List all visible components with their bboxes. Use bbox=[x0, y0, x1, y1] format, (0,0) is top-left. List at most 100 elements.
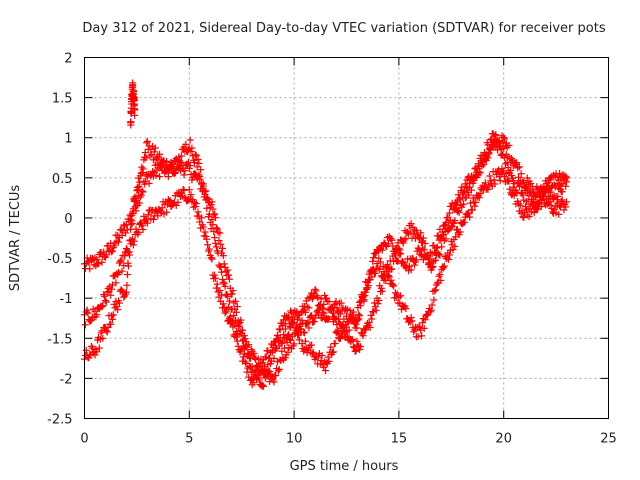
data-point bbox=[519, 213, 527, 221]
data-point bbox=[135, 182, 143, 190]
data-point bbox=[322, 294, 330, 302]
data-point bbox=[115, 299, 123, 307]
data-point bbox=[487, 136, 495, 144]
data-point bbox=[337, 299, 345, 307]
data-point bbox=[188, 144, 196, 152]
data-point bbox=[139, 188, 147, 196]
data-point bbox=[487, 135, 495, 143]
data-point bbox=[362, 326, 370, 334]
data-point bbox=[88, 344, 96, 352]
data-point bbox=[224, 266, 232, 274]
data-point bbox=[281, 325, 289, 333]
data-point bbox=[485, 149, 493, 157]
data-point bbox=[411, 261, 419, 269]
data-point bbox=[201, 188, 209, 196]
data-point bbox=[287, 323, 295, 331]
data-point bbox=[398, 257, 406, 265]
data-point bbox=[328, 305, 336, 313]
data-point bbox=[103, 328, 111, 336]
data-point bbox=[387, 276, 395, 284]
data-point bbox=[352, 347, 360, 355]
data-point bbox=[442, 235, 450, 243]
data-point bbox=[129, 79, 137, 87]
data-point bbox=[276, 326, 284, 334]
data-point bbox=[81, 321, 89, 329]
data-point bbox=[467, 199, 475, 207]
data-point bbox=[224, 292, 232, 300]
data-point bbox=[99, 334, 107, 342]
data-point bbox=[295, 336, 303, 344]
data-point bbox=[143, 137, 151, 145]
data-point bbox=[93, 311, 101, 319]
data-point bbox=[375, 296, 383, 304]
data-point bbox=[361, 288, 369, 296]
data-point bbox=[329, 348, 337, 356]
data-point bbox=[311, 285, 319, 293]
data-point bbox=[203, 235, 211, 243]
data-point bbox=[250, 379, 258, 387]
data-point bbox=[107, 291, 115, 299]
data-point bbox=[218, 244, 226, 252]
data-point bbox=[207, 254, 215, 262]
data-point bbox=[275, 365, 283, 373]
data-point bbox=[384, 240, 392, 248]
data-point bbox=[201, 228, 209, 236]
data-point bbox=[484, 141, 492, 149]
data-point bbox=[260, 382, 268, 390]
data-point bbox=[125, 262, 133, 270]
data-point bbox=[366, 324, 374, 332]
data-point bbox=[317, 314, 325, 322]
data-point bbox=[196, 172, 204, 180]
data-point bbox=[228, 305, 236, 313]
data-point bbox=[516, 201, 524, 209]
data-point bbox=[515, 163, 523, 171]
data-point bbox=[301, 308, 309, 316]
data-point bbox=[195, 159, 203, 167]
data-point bbox=[138, 222, 146, 230]
data-point bbox=[387, 235, 395, 243]
data-point bbox=[109, 311, 117, 319]
data-point bbox=[195, 171, 203, 179]
data-point bbox=[253, 362, 261, 370]
data-point bbox=[219, 252, 227, 260]
data-point bbox=[364, 282, 372, 290]
data-point bbox=[467, 186, 475, 194]
data-point bbox=[417, 326, 425, 334]
data-point bbox=[102, 298, 110, 306]
data-point bbox=[156, 150, 164, 158]
data-point bbox=[471, 202, 479, 210]
data-point bbox=[102, 251, 110, 259]
data-point bbox=[156, 173, 164, 181]
data-point bbox=[205, 210, 213, 218]
data-point bbox=[275, 325, 283, 333]
data-point bbox=[551, 183, 559, 191]
data-point bbox=[555, 210, 563, 218]
data-point bbox=[221, 282, 229, 290]
data-point bbox=[373, 260, 381, 268]
data-point bbox=[491, 132, 499, 140]
data-point bbox=[303, 319, 311, 327]
data-point bbox=[505, 141, 513, 149]
data-point bbox=[325, 357, 333, 365]
data-point bbox=[191, 151, 199, 159]
y-tick-label: -0.5 bbox=[47, 252, 72, 267]
data-point bbox=[209, 221, 217, 229]
data-point bbox=[447, 223, 455, 231]
data-point bbox=[459, 220, 467, 228]
data-point bbox=[421, 240, 429, 248]
data-point bbox=[490, 176, 498, 184]
data-point bbox=[194, 208, 202, 216]
data-point bbox=[419, 234, 427, 242]
data-point bbox=[187, 147, 195, 155]
data-point bbox=[354, 316, 362, 324]
data-point bbox=[150, 148, 158, 156]
data-point bbox=[425, 255, 433, 263]
data-points bbox=[81, 79, 571, 390]
data-point bbox=[199, 180, 207, 188]
data-point bbox=[152, 171, 160, 179]
plot-frame bbox=[84, 57, 609, 419]
data-point bbox=[317, 356, 325, 364]
data-point bbox=[225, 275, 233, 283]
data-point bbox=[294, 325, 302, 333]
y-tick-label: -1.5 bbox=[47, 332, 72, 347]
